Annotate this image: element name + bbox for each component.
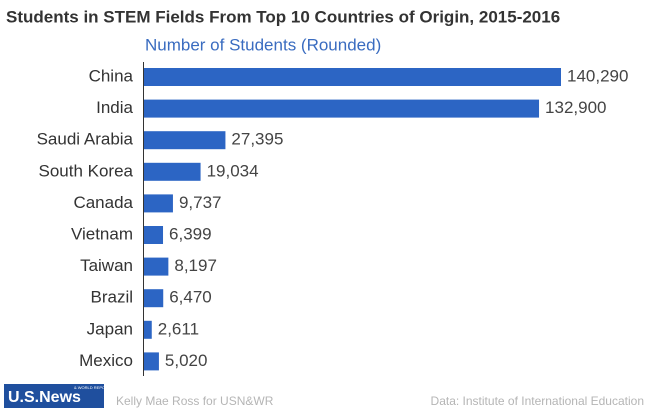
chart-subtitle: Number of Students (Rounded)	[145, 35, 381, 54]
y-tick-label: South Korea	[38, 161, 133, 180]
bar	[144, 226, 164, 244]
value-label: 140,290	[567, 66, 628, 85]
value-label: 9,737	[179, 193, 222, 212]
bar	[144, 131, 226, 150]
logo-tagline: & WORLD REPORT	[74, 385, 111, 390]
value-label: 5,020	[165, 351, 208, 370]
value-label: 6,399	[169, 224, 212, 243]
y-tick-label: Japan	[87, 319, 133, 338]
bar	[144, 352, 159, 371]
y-tick-label: Brazil	[90, 288, 133, 307]
value-label: 2,611	[158, 319, 199, 338]
bar	[144, 194, 173, 213]
value-label: 132,900	[545, 98, 606, 117]
value-label: 19,034	[207, 161, 259, 180]
credit: Kelly Mae Ross for USN&WR	[116, 394, 274, 408]
bar	[144, 99, 540, 118]
bar	[144, 257, 169, 276]
bar	[144, 68, 561, 86]
y-tick-label: China	[89, 66, 134, 85]
y-tick-label: Taiwan	[80, 256, 133, 275]
chart-title: Students in STEM Fields From Top 10 Coun…	[6, 7, 560, 26]
value-label: 27,395	[231, 130, 283, 149]
bar	[144, 162, 201, 181]
bar	[144, 320, 152, 339]
value-label: 8,197	[174, 256, 217, 275]
y-tick-label: Vietnam	[71, 224, 133, 243]
logo-name: U.S.News	[8, 389, 81, 406]
y-tick-label: Saudi Arabia	[37, 130, 134, 149]
y-tick-label: India	[96, 98, 133, 117]
y-tick-label: Mexico	[79, 351, 133, 370]
logo-box	[4, 384, 104, 408]
value-label: 6,470	[169, 288, 212, 307]
source: Data: Institute of International Educati…	[431, 394, 644, 408]
bar	[144, 289, 164, 308]
y-tick-label: Canada	[73, 193, 133, 212]
